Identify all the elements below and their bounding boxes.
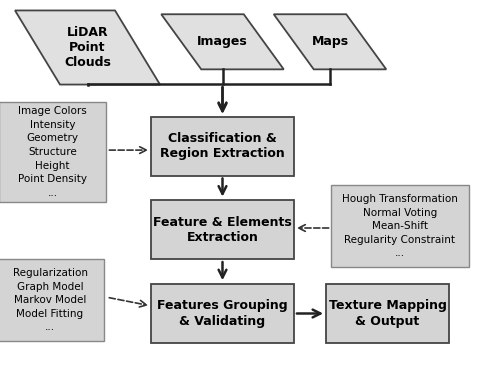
Text: Hough Transformation
Normal Voting
Mean-Shift
Regularity Constraint
...: Hough Transformation Normal Voting Mean-…: [342, 194, 458, 258]
Text: Images: Images: [197, 35, 248, 48]
Polygon shape: [274, 14, 386, 70]
FancyBboxPatch shape: [0, 102, 106, 203]
Text: Classification &
Region Extraction: Classification & Region Extraction: [160, 132, 285, 160]
FancyBboxPatch shape: [151, 201, 294, 259]
FancyBboxPatch shape: [0, 259, 104, 341]
FancyBboxPatch shape: [151, 117, 294, 176]
Polygon shape: [15, 10, 160, 85]
Text: Maps: Maps: [312, 35, 348, 48]
FancyBboxPatch shape: [332, 185, 469, 267]
Text: LiDAR
Point
Clouds: LiDAR Point Clouds: [64, 26, 111, 69]
FancyBboxPatch shape: [151, 284, 294, 343]
Text: Texture Mapping
& Output: Texture Mapping & Output: [328, 299, 446, 328]
Polygon shape: [161, 14, 284, 70]
Text: Features Grouping
& Validating: Features Grouping & Validating: [157, 299, 288, 328]
Text: Regularization
Graph Model
Markov Model
Model Fitting
...: Regularization Graph Model Markov Model …: [12, 268, 88, 332]
FancyBboxPatch shape: [326, 284, 449, 343]
Text: Feature & Elements
Extraction: Feature & Elements Extraction: [153, 216, 292, 244]
Text: Image Colors
Intensity
Geometry
Structure
Height
Point Density
...: Image Colors Intensity Geometry Structur…: [18, 106, 87, 198]
